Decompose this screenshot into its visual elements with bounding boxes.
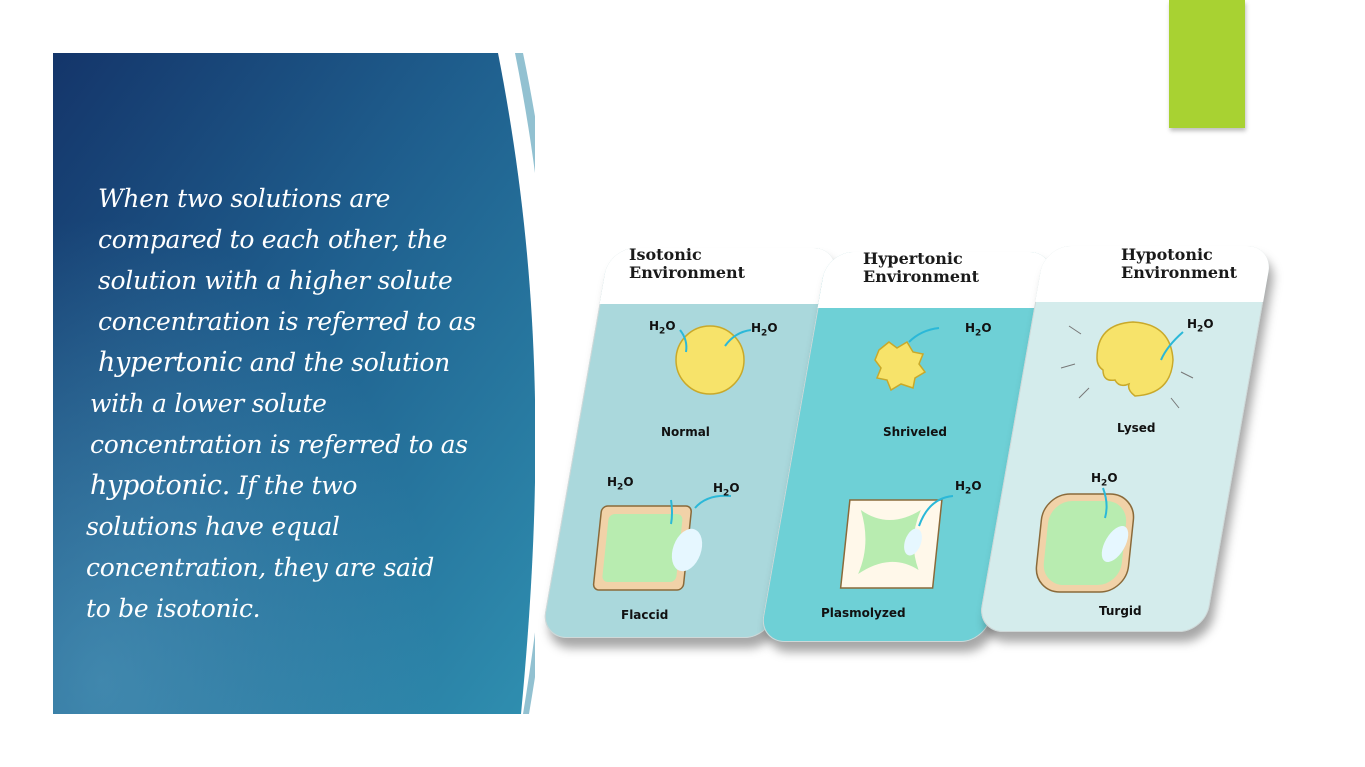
- tonicity-figure: Isotonic Environment H2O H2O Normal H2O …: [540, 238, 1274, 658]
- text-line: with a lower solute: [90, 389, 327, 418]
- panel-title-line: Isotonic: [629, 245, 702, 264]
- text-line: concentration is referred to as: [90, 430, 468, 459]
- water-label: H2O: [713, 481, 740, 499]
- water-label: H2O: [649, 319, 676, 337]
- flaccid-label: Flaccid: [621, 608, 669, 622]
- panel-background: [53, 53, 535, 714]
- text-fragment: and the solution: [249, 348, 451, 377]
- water-label: H2O: [955, 479, 982, 497]
- hypotonic-panel-content: Hypotonic Environment H2O Lysed H2O Turg…: [1011, 238, 1265, 648]
- panel-title-line: Environment: [1121, 263, 1238, 282]
- panel-title-line: Hypotonic: [1121, 245, 1213, 264]
- normal-label: Normal: [661, 425, 710, 439]
- turgid-cell-icon: [1043, 501, 1127, 585]
- hypotonic-cells-illustration: [1035, 321, 1194, 593]
- isotonic-panel-content: Isotonic Environment H2O H2O Normal H2O …: [575, 238, 825, 648]
- text-line: to be isotonic.: [86, 594, 261, 623]
- text-line: When two solutions are: [98, 184, 391, 213]
- term-hypertonic: hypertonic: [98, 347, 243, 378]
- water-label: H2O: [607, 475, 634, 493]
- shriveled-label: Shriveled: [883, 425, 948, 439]
- plasmolyzed-cell-icon: [858, 510, 921, 574]
- panel-title: Hypertonic Environment: [863, 250, 1037, 286]
- lysed-label: Lysed: [1117, 421, 1156, 435]
- panel-title: Isotonic Environment: [629, 246, 819, 282]
- hypertonic-cells-illustration: [839, 327, 954, 589]
- term-hypotonic: hypotonic.: [90, 470, 231, 501]
- water-label: H2O: [1187, 317, 1214, 335]
- plasmolyzed-label: Plasmolyzed: [821, 606, 906, 620]
- hypertonic-panel-content: Hypertonic Environment H2O Shriveled H2O…: [793, 242, 1043, 652]
- text-line: concentration, they are said: [86, 553, 434, 582]
- panel-title: Hypotonic Environment: [1121, 246, 1259, 282]
- water-label: H2O: [1091, 471, 1118, 489]
- text-line: compared to each other, the: [98, 225, 448, 254]
- panel-title-line: Environment: [863, 267, 980, 286]
- panel-title-line: Hypertonic: [863, 249, 963, 268]
- lysed-cell-icon: [1096, 321, 1174, 397]
- isotonic-cells-illustration: [592, 325, 752, 591]
- water-label: H2O: [965, 321, 992, 339]
- text-fragment: If the two: [237, 471, 358, 500]
- text-line: hypertonic and the solution: [98, 342, 496, 383]
- text-line: hypotonic. If the two: [90, 465, 496, 506]
- text-line: concentration is referred to as: [98, 307, 476, 336]
- text-line: solutions have equal: [86, 512, 340, 541]
- flaccid-cell-icon: [602, 514, 683, 582]
- body-text: When two solutions are compared to each …: [86, 178, 496, 629]
- text-line: solution with a higher solute: [98, 266, 453, 295]
- shriveled-cell-icon: [874, 340, 927, 392]
- panel-title-line: Environment: [629, 263, 746, 282]
- turgid-label: Turgid: [1099, 604, 1142, 618]
- water-label: H2O: [751, 321, 778, 339]
- text-panel: [53, 53, 535, 714]
- accent-bar: [1169, 0, 1245, 128]
